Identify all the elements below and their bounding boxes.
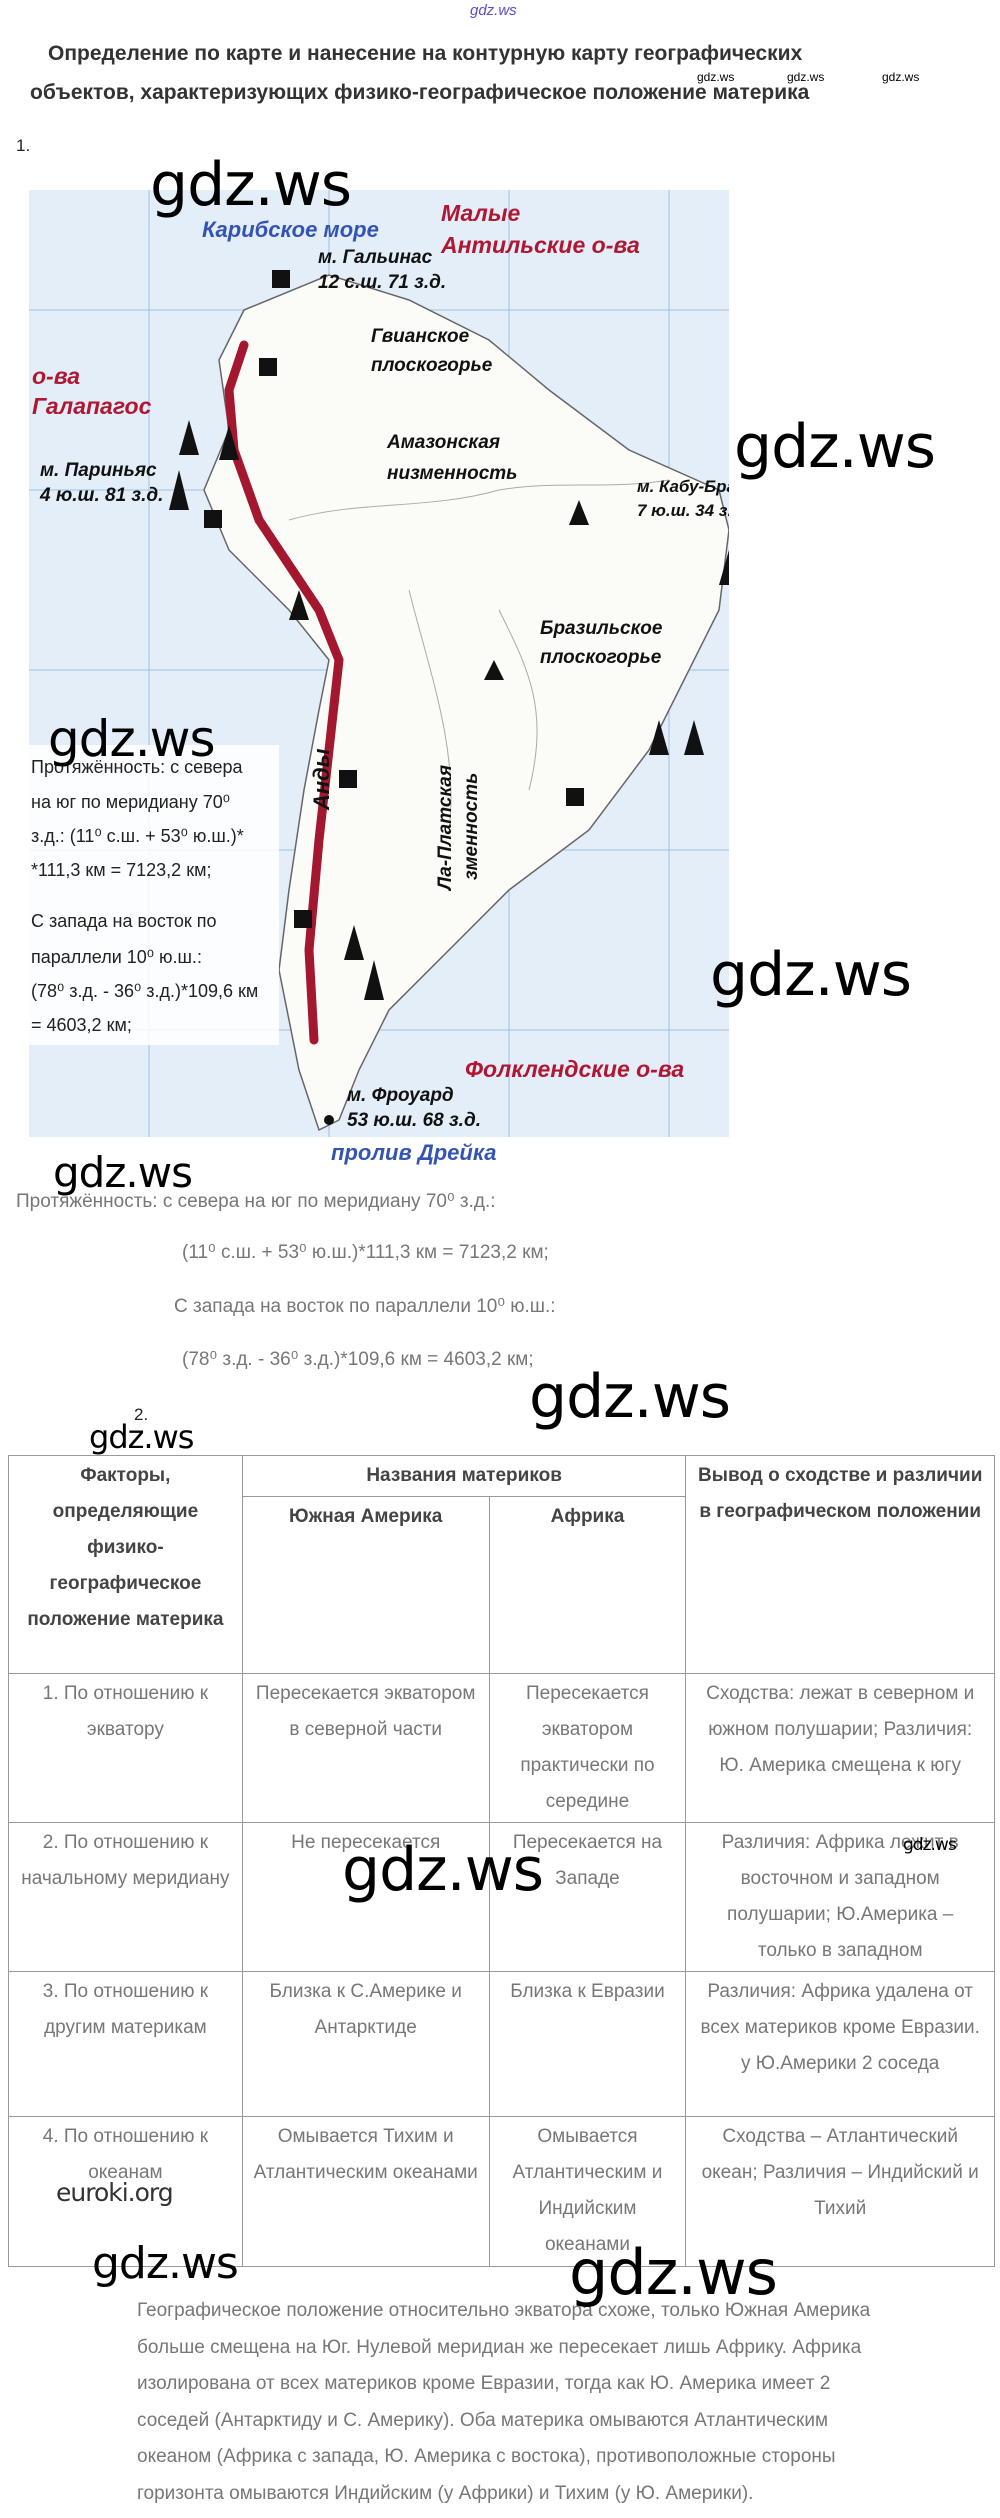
cell: 4. По отношению к океанам <box>8 2116 243 2267</box>
inset-line: С запада на восток по <box>31 911 217 931</box>
map-label: 53 ю.ш. 68 з.д. <box>347 1110 481 1131</box>
inset-line: на юг по меридиану 70⁰ <box>31 792 230 812</box>
section-number: 2. <box>134 1405 149 1424</box>
inset-line: з.д.: (11⁰ с.ш. + 53⁰ ю.ш.)* <box>31 826 244 846</box>
cell: Различия: Африка лежит в восточном и зап… <box>685 1822 995 1972</box>
cell: Пересекается экватором в северной части <box>241 1673 490 1823</box>
summary-line: океаном (Африка с запада, Ю. Америка с в… <box>137 2446 836 2467</box>
map-label: 12 с.ш. 71 з.д. <box>318 272 446 293</box>
summary-line: изолирована от всех материков кроме Евра… <box>137 2373 831 2394</box>
watermark: gdz.ws <box>342 1835 544 1905</box>
watermark: gdz.ws <box>903 1835 957 1855</box>
watermark: gdz.ws <box>529 1362 731 1432</box>
cell: Пересекается экватором практически по се… <box>488 1673 687 1823</box>
cell: Омывается Тихим и Атлантическим океанами <box>241 2116 490 2267</box>
watermark: gdz.ws <box>710 940 912 1010</box>
watermark: gdz.ws <box>48 710 216 768</box>
cell: 1. По отношению к экватору <box>8 1673 243 1823</box>
cell: Сходства: лежат в северном и южном полуш… <box>685 1673 995 1823</box>
calc-line: (78⁰ з.д. - 36⁰ з.д.)*109,6 км = 4603,2 … <box>182 1349 534 1370</box>
small-mark: gdz.ws <box>882 70 920 84</box>
continent <box>203 274 729 1132</box>
map-label: Карибское море <box>202 217 379 242</box>
andes-line <box>224 340 344 1045</box>
inset-line: *111,3 км = 7123,2 км; <box>31 860 211 880</box>
rivers <box>288 479 670 831</box>
map-label: м. Кабу-Бранку <box>637 477 729 496</box>
map-label: Фолклендские о-ва <box>465 1056 684 1082</box>
cell: Омывается Атлантическим и Индийским океа… <box>488 2116 687 2267</box>
map-label: зменность <box>461 773 482 880</box>
small-mark: gdz.ws <box>697 70 735 84</box>
watermark: gdz.ws <box>89 1418 194 1456</box>
inset-line: Протяжённость: с севера <box>31 757 244 777</box>
map-label: м. Париньяс <box>40 460 157 481</box>
cell: Близка к Евразии <box>488 1971 687 2117</box>
header-cell: Названия материков <box>241 1455 687 1497</box>
inset-line: (78⁰ з.д. - 36⁰ з.д.)*109,6 км <box>31 981 258 1001</box>
summary-line: соседей (Антарктиду и С. Америку). Оба м… <box>137 2410 829 2431</box>
inset-background <box>29 745 279 1045</box>
map-label: о-ва <box>32 363 80 389</box>
map-label: Антильские о-ва <box>440 232 640 258</box>
calc-line: С запада на восток по параллели 10⁰ ю.ш.… <box>174 1296 556 1317</box>
summary-line: Географическое положение относительно эк… <box>137 2300 871 2321</box>
map-label: низменность <box>387 463 517 484</box>
cell: Различия: Африка удалена от всех материк… <box>685 1971 995 2117</box>
watermark: gdz.ws <box>92 2238 239 2289</box>
map-label: Малые <box>441 200 520 226</box>
title-line: Определение по карте и нанесение на конт… <box>48 42 803 65</box>
inset-line: = 4603,2 км; <box>31 1015 132 1035</box>
map-label: 7 ю.ш. 34 з.д. <box>637 501 729 520</box>
summary-line: горизонта омываются Индийским (у Африки)… <box>137 2483 754 2504</box>
summary-line: больше смещена на Юг. Нулевой меридиан ж… <box>137 2337 862 2358</box>
watermark: euroki.org <box>56 2178 174 2207</box>
header-cell: Африка <box>488 1496 687 1674</box>
section-number: 1. <box>16 136 31 155</box>
cell: Сходства – Атлантический океан; Различия… <box>685 2116 995 2267</box>
header-cell: Факторы, определяющие физико-географичес… <box>8 1455 243 1674</box>
map-label: 4 ю.ш. 81 з.д. <box>39 485 163 506</box>
cell: 3. По отношению к другим материкам <box>8 1971 243 2117</box>
cell: Близка к С.Америке и Антарктиде <box>241 1971 490 2117</box>
site-mark: gdz.ws <box>470 2 517 19</box>
inset-line: параллели 10⁰ ю.ш.: <box>31 947 202 967</box>
map-label: плоскогорье <box>371 355 493 376</box>
watermark: gdz.ws <box>53 1148 193 1197</box>
watermark: gdz.ws <box>150 150 352 220</box>
map-label: Гвианское <box>371 326 470 347</box>
map-label: м. Фроуард <box>347 1085 454 1106</box>
comparison-table: Факторы, определяющие физико-географичес… <box>8 1455 995 2267</box>
calc-line: Протяжённость: с севера на юг по меридиа… <box>16 1191 496 1212</box>
cell: 2. По отношению к начальному меридиану <box>8 1822 243 1972</box>
header-cell: Южная Америка <box>241 1496 490 1674</box>
map: Малые Антильские о-ва Карибское море м. … <box>29 190 729 1165</box>
map-label: м. Гальинас <box>318 247 433 268</box>
small-mark: gdz.ws <box>787 70 825 84</box>
map-label: Бразильское <box>540 618 663 639</box>
calc-line: (11⁰ с.ш. + 53⁰ ю.ш.)*111,3 км = 7123,2 … <box>182 1242 549 1263</box>
symbols <box>169 270 729 1125</box>
watermark: gdz.ws <box>569 2236 778 2309</box>
map-label: Анды <box>309 748 334 811</box>
watermark: gdz.ws <box>734 412 936 482</box>
map-label: пролив Дрейка <box>331 1140 497 1165</box>
map-label: плоскогорье <box>540 647 662 668</box>
header-cell: Вывод о сходстве и различии в географиче… <box>685 1455 995 1674</box>
map-label: Галапагос <box>32 393 152 419</box>
map-label: Ла-Платская <box>435 765 456 892</box>
map-label: Амазонская <box>386 432 500 453</box>
title-line: объектов, характеризующих физико-географ… <box>30 81 810 104</box>
